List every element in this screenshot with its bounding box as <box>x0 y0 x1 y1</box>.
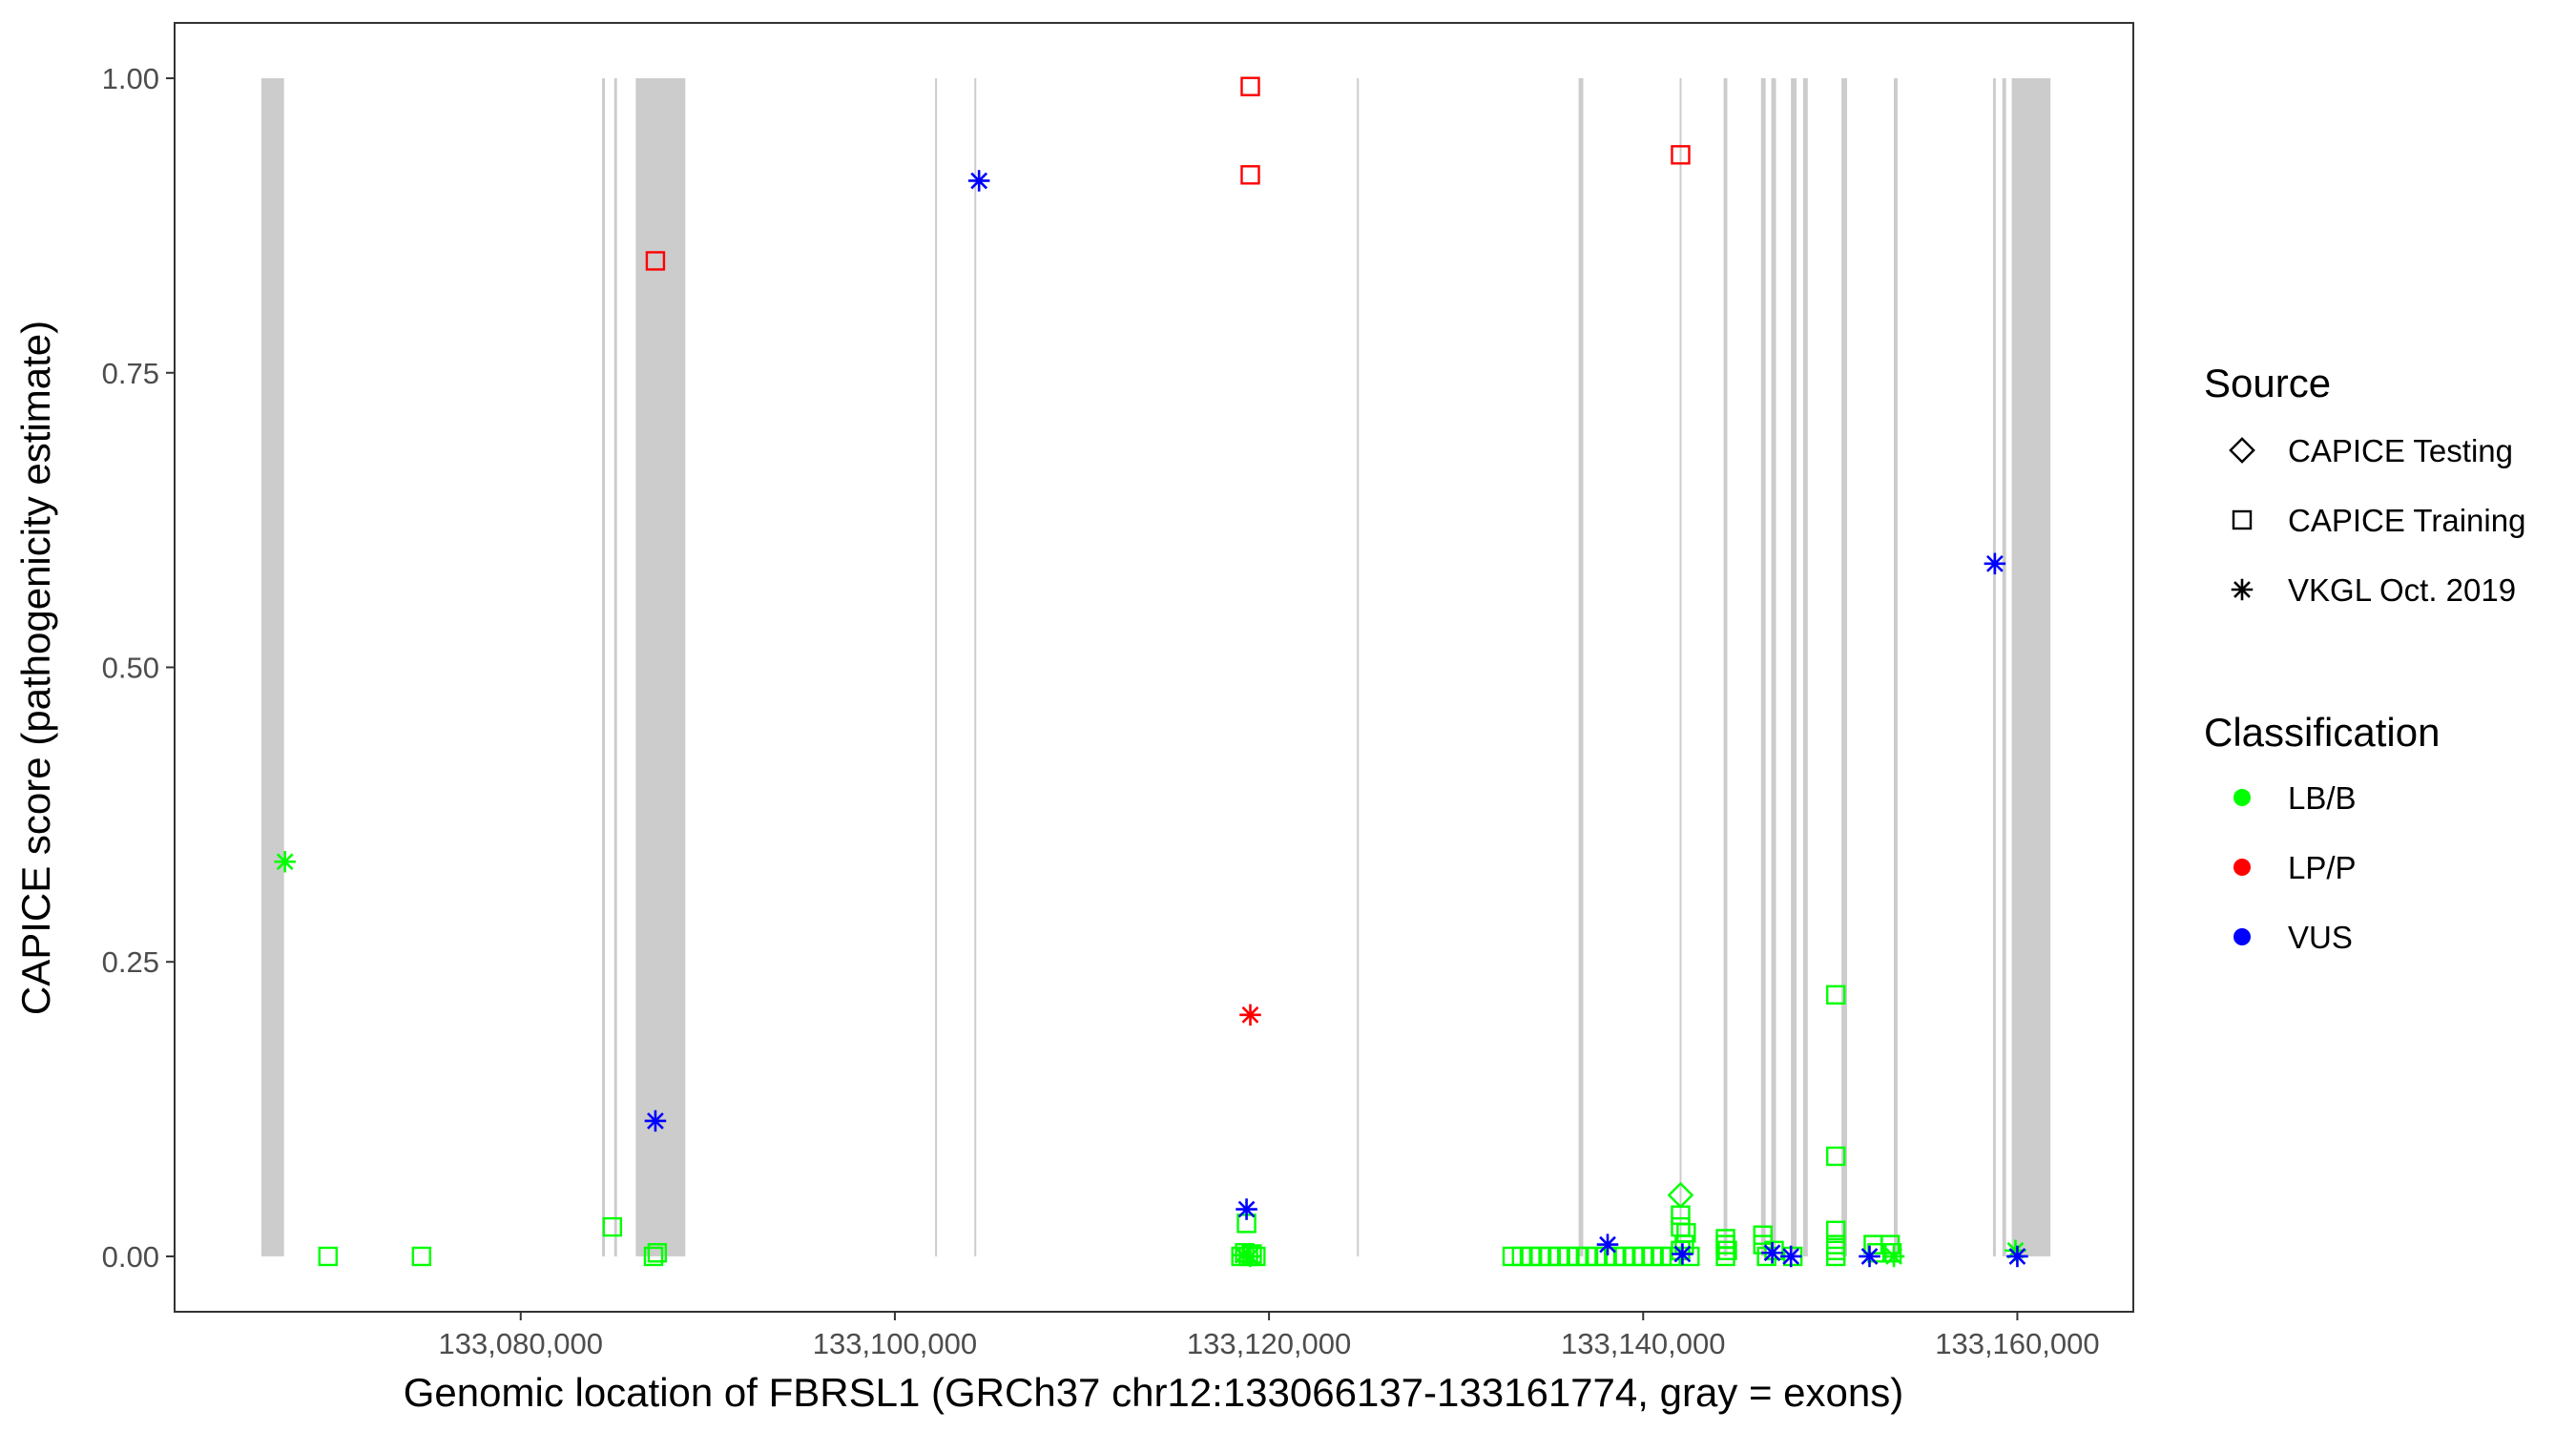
exon-band-5 <box>974 78 977 1256</box>
point-vus-asterisk-1 <box>967 170 990 192</box>
exon-band-4 <box>935 78 938 1256</box>
x-tick-label-0: 133,080,000 <box>439 1327 603 1360</box>
y-axis: 0.00 0.25 0.50 0.75 1.00 <box>102 62 175 1274</box>
legend-label-capice-testing: CAPICE Testing <box>2288 433 2513 468</box>
point-vus-asterisk-5 <box>1761 1242 1783 1264</box>
legend-key-vus <box>2233 928 2251 945</box>
point-lb-b-square-57 <box>1881 1243 1902 1263</box>
point-vus-asterisk-6 <box>1779 1245 1802 1268</box>
x-tick-label-2: 133,120,000 <box>1187 1327 1351 1360</box>
point-lb-b-asterisk-0 <box>274 851 296 873</box>
x-tick-label-1: 133,100,000 <box>813 1327 977 1360</box>
y-tick-label-4: 1.00 <box>102 62 159 95</box>
point-lp-p-asterisk-3 <box>1239 1004 1261 1027</box>
point-lb-b-square-2 <box>411 1246 432 1267</box>
y-tick-label-0: 0.00 <box>102 1240 159 1274</box>
point-vus-asterisk-2 <box>1236 1198 1257 1220</box>
point-lb-b-square-40 <box>1715 1234 1735 1255</box>
exon-band-15 <box>1894 78 1898 1256</box>
exon-layer <box>260 78 2051 1256</box>
point-lb-b-square-53 <box>1826 1246 1846 1267</box>
point-vus-asterisk-4 <box>1672 1243 1693 1265</box>
point-layer <box>274 76 2028 1268</box>
point-lb-b-square-49 <box>1826 1146 1846 1167</box>
exon-band-10 <box>1760 78 1766 1256</box>
exon-band-11 <box>1771 78 1776 1256</box>
exon-band-12 <box>1791 78 1797 1256</box>
legend-source-items: CAPICE Testing CAPICE Training VKGL Oct. 2… <box>2229 433 2525 608</box>
point-vus-asterisk-0 <box>644 1110 667 1132</box>
x-axis: 133,080,000 133,100,000 133,120,000 133,140… <box>439 1312 2100 1360</box>
x-tick-label-3: 133,140,000 <box>1561 1327 1725 1360</box>
x-axis-title: Genomic location of FBRSL1 (GRCh37 chr12… <box>404 1370 1903 1415</box>
legend: Source CAPICE Testing CAPICE Training VKGL… <box>2204 361 2525 955</box>
exon-band-16 <box>1992 78 1996 1256</box>
point-vus-asterisk-3 <box>1596 1234 1619 1255</box>
y-tick-label-3: 0.75 <box>102 357 159 390</box>
point-vus-asterisk-7 <box>1859 1245 1880 1268</box>
exon-band-0 <box>260 78 284 1256</box>
exon-band-9 <box>1723 78 1728 1256</box>
point-lp-p-square-4 <box>1671 145 1691 165</box>
point-lp-p-square-2 <box>1240 165 1260 185</box>
point-lb-b-square-48 <box>1826 985 1846 1006</box>
point-lb-b-square-4 <box>643 1246 664 1267</box>
legend-label-capice-training: CAPICE Training <box>2288 503 2525 538</box>
legend-classification-items: LB/B LP/P VUS <box>2233 780 2357 955</box>
legend-label-lb-b: LB/B <box>2288 780 2357 816</box>
point-lb-b-asterisk-58 <box>1882 1245 1905 1268</box>
legend-source-title: Source <box>2204 361 2331 405</box>
exon-band-14 <box>1841 78 1847 1256</box>
y-tick-label-2: 0.50 <box>102 652 159 685</box>
x-tick-label-4: 133,160,000 <box>1935 1327 2099 1360</box>
exon-band-17 <box>2002 78 2006 1256</box>
y-tick-label-1: 0.25 <box>102 945 159 979</box>
legend-label-vus: VUS <box>2288 920 2353 955</box>
exon-band-2 <box>613 78 617 1256</box>
exon-band-1 <box>602 78 605 1256</box>
point-lp-p-square-1 <box>1240 76 1260 96</box>
legend-label-lp-p: LP/P <box>2288 850 2357 885</box>
point-lb-b-asterisk-13 <box>1239 1245 1261 1268</box>
point-lb-b-square-41 <box>1717 1240 1737 1260</box>
point-lb-b-square-46 <box>1764 1240 1784 1260</box>
y-axis-title: CAPICE score (pathogenicity estimate) <box>13 321 58 1015</box>
legend-key-vkgl-oct-2019 <box>2231 578 2254 601</box>
exon-band-13 <box>1802 78 1808 1256</box>
exon-band-18 <box>2011 78 2051 1256</box>
point-lp-p-square-0 <box>645 251 666 271</box>
panel-background <box>175 23 2133 1312</box>
point-vus-asterisk-9 <box>2006 1245 2028 1268</box>
exon-band-3 <box>635 78 686 1256</box>
exon-band-6 <box>1357 78 1360 1256</box>
point-lb-b-square-1 <box>318 1246 338 1267</box>
legend-classification-title: Classification <box>2204 710 2440 755</box>
point-lb-b-square-50 <box>1826 1220 1846 1240</box>
legend-label-vkgl-oct-2019: VKGL Oct. 2019 <box>2288 572 2516 608</box>
legend-key-lb-b <box>2233 789 2251 806</box>
point-lb-b-square-5 <box>647 1243 668 1263</box>
point-lb-b-square-42 <box>1715 1246 1735 1267</box>
exon-band-7 <box>1578 78 1584 1256</box>
legend-key-capice-training <box>2232 509 2253 530</box>
point-vus-asterisk-8 <box>1984 552 2006 575</box>
legend-key-capice-testing <box>2229 437 2255 464</box>
point-lb-b-square-3 <box>602 1216 623 1237</box>
exon-band-8 <box>1679 78 1682 1256</box>
legend-key-lp-p <box>2233 859 2251 876</box>
